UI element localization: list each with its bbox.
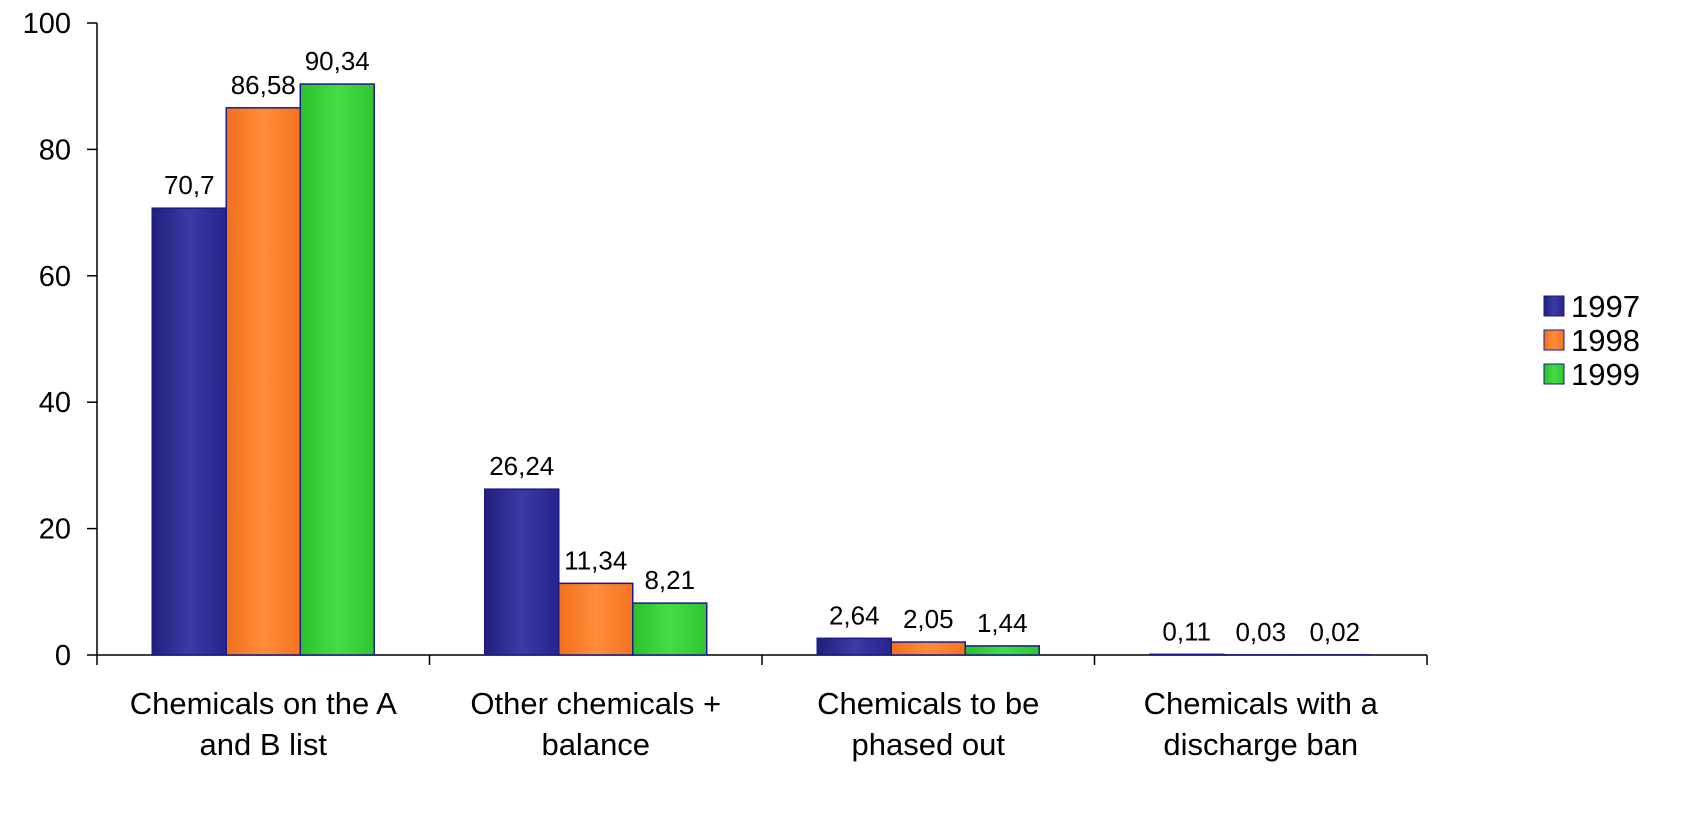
bar-1998-1 xyxy=(558,582,634,656)
data-label-1998-0: 86,58 xyxy=(231,70,296,100)
bar-1999-0 xyxy=(299,83,375,656)
data-label-1998-2: 2,05 xyxy=(903,604,954,634)
data-label-1999-3: 0,02 xyxy=(1309,617,1360,647)
data-labels: 70,7 26,24 2,64 0,11 86,58 11,34 2,05 0,03 90,34… xyxy=(164,46,1360,647)
y-tick-label: 100 xyxy=(23,8,71,40)
legend-label-1998: 1998 xyxy=(1571,323,1640,358)
x-category-label: Chemicals with a discharge ban xyxy=(1144,686,1379,762)
bar-1997-3 xyxy=(1149,653,1225,656)
bar-1997-2 xyxy=(816,637,892,656)
data-label-1998-3: 0,03 xyxy=(1235,617,1286,647)
y-tick-label: 40 xyxy=(39,387,71,419)
legend-swatch-1999 xyxy=(1543,363,1565,385)
y-tick-label: 0 xyxy=(55,640,71,672)
legend-label-1997: 1997 xyxy=(1571,289,1640,324)
bar-1999-2 xyxy=(964,645,1040,656)
y-tick-label: 60 xyxy=(39,261,71,293)
data-label-1999-2: 1,44 xyxy=(977,608,1028,638)
bar-1998-0 xyxy=(225,107,301,656)
data-label-1997-2: 2,64 xyxy=(829,600,880,630)
bar-1997-0 xyxy=(151,207,227,656)
data-label-1997-1: 26,24 xyxy=(489,451,554,481)
data-label-1999-0: 90,34 xyxy=(305,46,370,76)
data-label-1998-1: 11,34 xyxy=(564,545,627,575)
data-label-1997-0: 70,7 xyxy=(164,170,215,200)
y-tick-label: 80 xyxy=(39,134,71,166)
bars xyxy=(151,83,1373,656)
x-category-label: Other chemicals + balance xyxy=(470,686,721,762)
data-label-1999-1: 8,21 xyxy=(644,565,695,595)
bar-1997-1 xyxy=(484,488,560,656)
legend-swatch-1998 xyxy=(1543,329,1565,351)
legend-swatch-1997 xyxy=(1543,295,1565,317)
legend-label-1999: 1999 xyxy=(1571,357,1640,392)
data-label-1997-3: 0,11 xyxy=(1162,616,1211,646)
y-tick-label: 20 xyxy=(39,514,71,546)
bar-1999-1 xyxy=(632,602,708,656)
bar-1998-2 xyxy=(890,641,966,656)
x-category-label: Chemicals to be phased out xyxy=(817,686,1039,762)
